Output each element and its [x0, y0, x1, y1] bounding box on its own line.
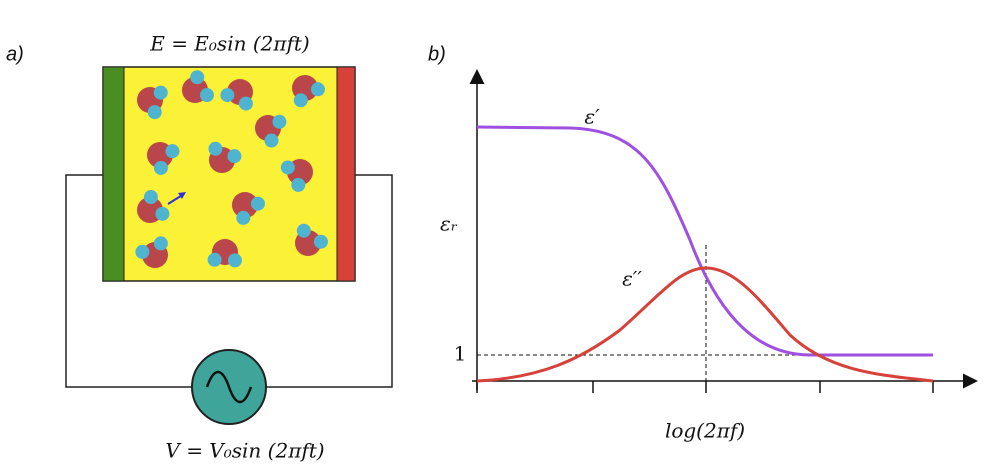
atom [236, 211, 250, 225]
panel-label: a) [6, 43, 24, 65]
atom [314, 235, 328, 249]
baseline-label: 1 [454, 342, 467, 366]
atom [135, 245, 149, 259]
atom [154, 86, 168, 100]
atom [294, 93, 308, 107]
atom [155, 207, 169, 221]
atom [291, 178, 305, 192]
imaginary-part-curve [477, 268, 933, 381]
imaginary-part-label: ε′′ [622, 267, 642, 291]
atom [208, 142, 222, 156]
atom [311, 82, 325, 96]
x-axis-label: log(2πf) [665, 419, 745, 443]
real-part-curve [477, 127, 933, 355]
atom [220, 88, 234, 102]
atom [297, 224, 311, 238]
atom [154, 161, 168, 175]
atom [148, 105, 162, 119]
atom [239, 97, 253, 111]
atom [165, 144, 179, 158]
atom [272, 115, 286, 129]
axis-ticks [477, 381, 933, 393]
atom [227, 149, 241, 163]
atom [154, 236, 168, 250]
field-equation: E = E₀sin (2πft) [149, 32, 310, 56]
atom [200, 88, 214, 102]
atom [281, 160, 295, 174]
real-part-label: ε′ [584, 105, 600, 129]
plate-left [103, 67, 124, 281]
plate-right [337, 67, 355, 281]
atom [264, 134, 278, 148]
y-axis-label: εᵣ [440, 212, 458, 236]
panel-b: b) εᵣ log(2πf) ε′ ε′′ 1 [428, 43, 975, 442]
atom [144, 190, 158, 204]
panel-label: b) [428, 43, 446, 65]
atom [190, 70, 204, 84]
voltage-equation: V = V₀sin (2πft) [165, 439, 324, 463]
panel-a: a) E = E₀sin (2πft) V = V₀sin (2πft) [6, 32, 392, 463]
atom [251, 197, 265, 211]
atom [208, 253, 222, 267]
atom [228, 253, 242, 267]
figure: a) E = E₀sin (2πft) V = V₀sin (2πft) b) … [0, 0, 984, 474]
